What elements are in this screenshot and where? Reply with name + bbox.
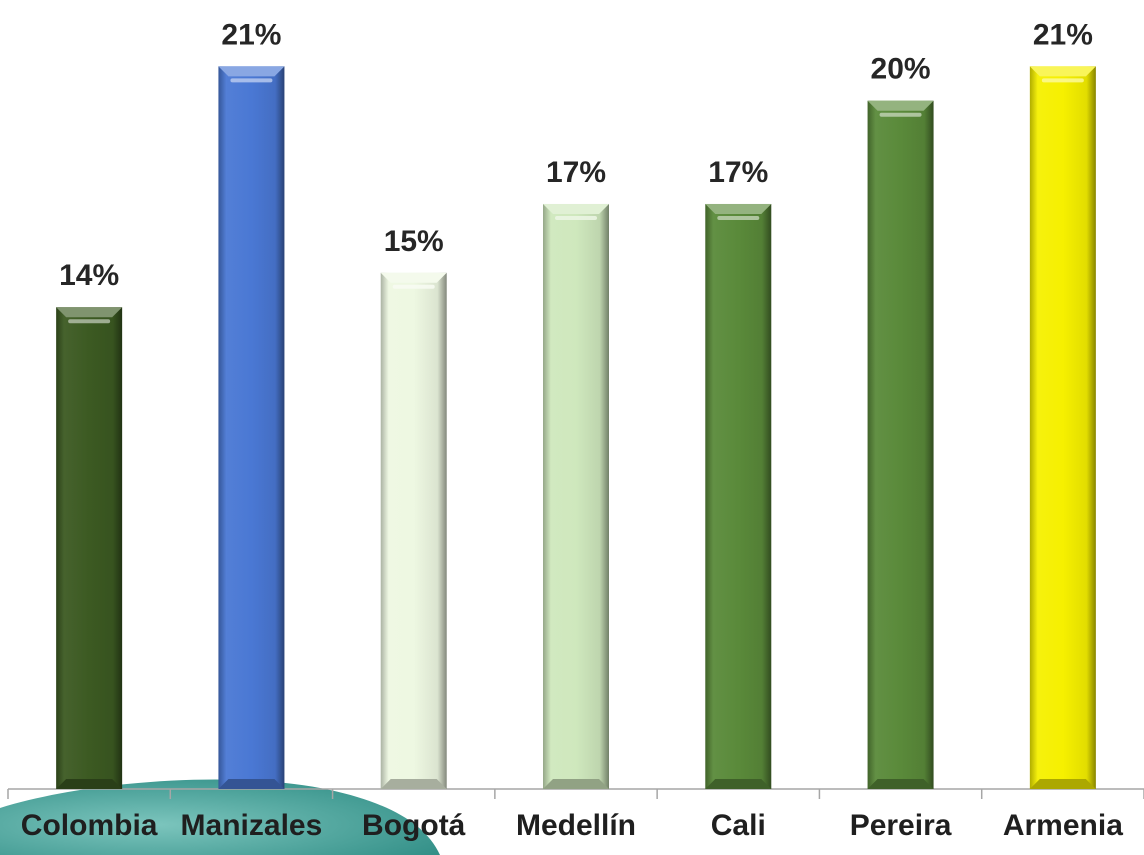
data-label: 17% [546, 156, 606, 189]
bar-bevel-top [218, 66, 285, 77]
x-tick-label: Armenia [1003, 809, 1123, 842]
x-tick-label: Pereira [850, 809, 952, 842]
data-label: 14% [59, 259, 119, 292]
bar-body [1029, 66, 1096, 789]
bar-bevel-bottom [218, 779, 285, 789]
bar-armenia [1029, 66, 1096, 789]
bar-bevel-top [380, 272, 447, 283]
bar-body [218, 66, 285, 789]
bar-highlight [879, 112, 922, 117]
x-tick-label: Cali [711, 809, 766, 842]
x-tick-label: Colombia [21, 809, 158, 842]
bar-bevel-bottom [543, 779, 609, 789]
bar-medellín [543, 203, 609, 789]
bar-bevel-top [543, 203, 609, 214]
data-label: 20% [871, 53, 931, 86]
bar-body [380, 272, 447, 789]
bar-bevel-bottom [56, 779, 123, 789]
bar-pereira [867, 100, 934, 790]
bar-colombia [56, 307, 123, 789]
bar-bevel-top [1029, 66, 1096, 77]
data-label: 15% [384, 225, 444, 258]
bar-highlight [717, 215, 760, 220]
swoosh-shape [0, 779, 440, 855]
bar-highlight [555, 215, 597, 220]
bar-body [56, 307, 123, 789]
bar-highlight [392, 284, 435, 289]
decorative-swoosh [0, 779, 440, 855]
bar-body [867, 100, 934, 790]
bar-highlight [1041, 78, 1084, 83]
bar-highlight [68, 319, 111, 324]
bar-bevel-top [705, 203, 772, 214]
bar-bevel-top [56, 307, 123, 318]
x-tick-label: Medellín [516, 809, 636, 842]
data-label: 17% [708, 156, 768, 189]
bar-bevel-top [867, 100, 934, 111]
bar-bevel-bottom [380, 779, 447, 789]
bar-bevel-bottom [705, 779, 772, 789]
labels-group: 14% Colombia 21% Manizales 15% Bogotá 17% Medel… [21, 18, 1123, 842]
bar-body [705, 203, 772, 789]
bar-highlight [230, 78, 273, 83]
x-tick-label: Manizales [181, 809, 323, 842]
bar-manizales [218, 66, 285, 789]
bar-bevel-bottom [867, 779, 934, 789]
bar-cali [705, 203, 772, 789]
bar-bogotá [380, 272, 447, 789]
bar-bevel-bottom [1029, 779, 1096, 789]
bar-body [543, 203, 609, 789]
x-tick-label: Bogotá [362, 809, 466, 842]
bars-group [56, 66, 1096, 790]
data-label: 21% [1033, 18, 1093, 51]
data-label: 21% [221, 18, 281, 51]
